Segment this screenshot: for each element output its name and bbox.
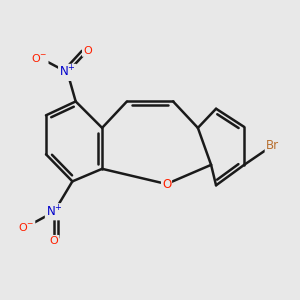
Text: $\mathregular{O^{-}}$: $\mathregular{O^{-}}$	[18, 221, 34, 233]
Text: O: O	[83, 46, 92, 56]
Text: Br: Br	[266, 139, 279, 152]
Text: $\mathregular{O^{-}}$: $\mathregular{O^{-}}$	[31, 52, 48, 64]
Text: $\mathregular{N^{+}}$: $\mathregular{N^{+}}$	[46, 204, 63, 219]
Text: O: O	[162, 178, 171, 190]
Text: O: O	[50, 236, 58, 246]
Text: $\mathregular{N^{+}}$: $\mathregular{N^{+}}$	[59, 65, 76, 80]
